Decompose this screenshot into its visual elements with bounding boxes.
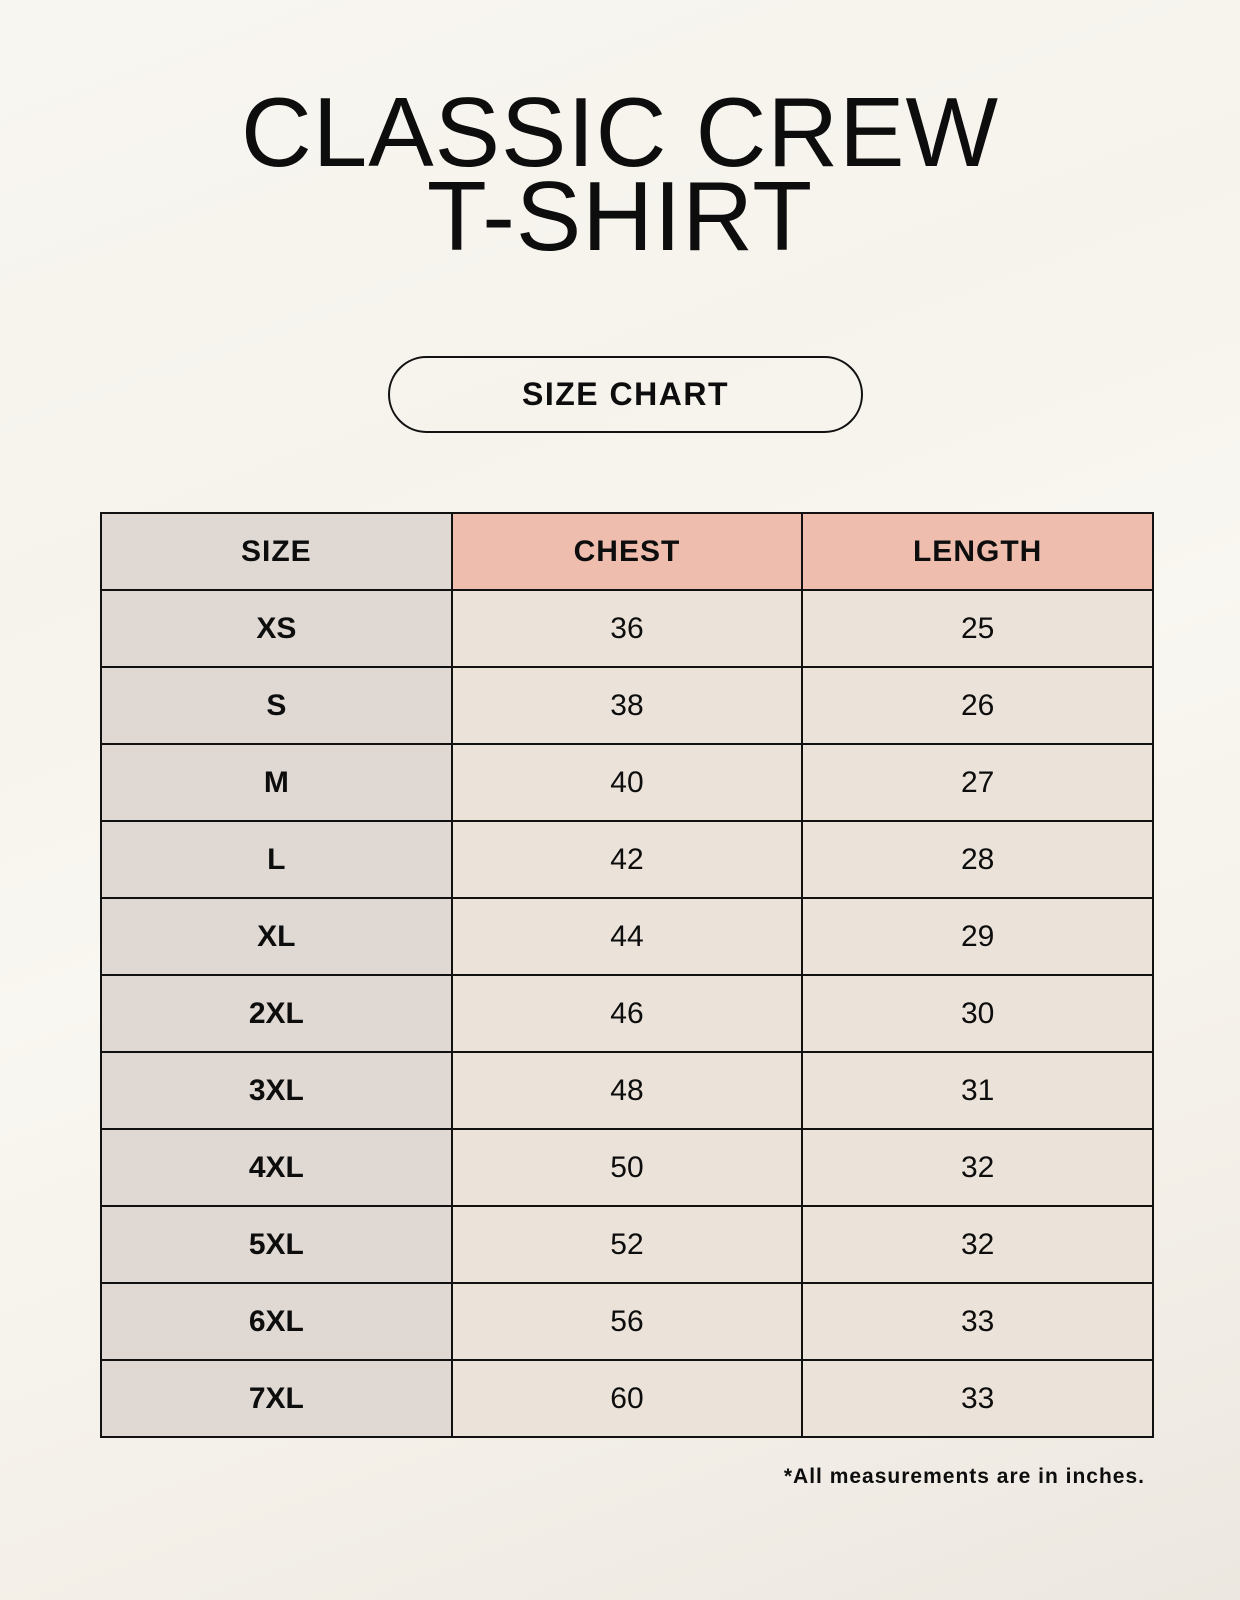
table-row: 3XL 48 31 xyxy=(100,1051,1154,1130)
title-line-2: T-SHIRT xyxy=(426,161,814,271)
cell-size: 6XL xyxy=(100,1282,453,1361)
cell-chest: 60 xyxy=(450,1359,804,1438)
cell-length: 28 xyxy=(801,820,1154,899)
cell-size: 7XL xyxy=(100,1359,453,1438)
cell-chest: 56 xyxy=(450,1282,804,1361)
cell-length: 33 xyxy=(801,1359,1154,1438)
cell-length: 25 xyxy=(801,589,1154,668)
cell-chest: 38 xyxy=(450,666,804,745)
cell-chest: 46 xyxy=(450,974,804,1053)
cell-size: 4XL xyxy=(100,1128,453,1207)
cell-chest: 48 xyxy=(450,1051,804,1130)
cell-size: 2XL xyxy=(100,974,453,1053)
cell-chest: 44 xyxy=(450,897,804,976)
table-row: S 38 26 xyxy=(100,666,1154,745)
cell-chest: 42 xyxy=(450,820,804,899)
cell-size: 5XL xyxy=(100,1205,453,1284)
table-row: 2XL 46 30 xyxy=(100,974,1154,1053)
cell-length: 31 xyxy=(801,1051,1154,1130)
size-table: SIZE CHEST LENGTH XS 36 25 S 38 26 M 40 27 L 42 28 X… xyxy=(100,512,1154,1438)
cell-size: S xyxy=(100,666,453,745)
table-row: 6XL 56 33 xyxy=(100,1282,1154,1361)
cell-length: 33 xyxy=(801,1282,1154,1361)
cell-length: 27 xyxy=(801,743,1154,822)
title-line-1: CLASSIC CREW xyxy=(240,77,999,187)
table-row: XS 36 25 xyxy=(100,589,1154,668)
table-row: 4XL 50 32 xyxy=(100,1128,1154,1207)
page-title: CLASSIC CREW T-SHIRT xyxy=(0,77,1240,271)
cell-chest: 50 xyxy=(450,1128,804,1207)
table-row: L 42 28 xyxy=(100,820,1154,899)
size-chart-badge: SIZE CHART xyxy=(388,356,863,433)
header-size: SIZE xyxy=(100,512,453,591)
cell-size: XL xyxy=(100,897,453,976)
cell-size: M xyxy=(100,743,453,822)
cell-length: 29 xyxy=(801,897,1154,976)
table-header-row: SIZE CHEST LENGTH xyxy=(100,512,1154,591)
table-row: XL 44 29 xyxy=(100,897,1154,976)
header-chest: CHEST xyxy=(450,512,804,591)
cell-size: L xyxy=(100,820,453,899)
cell-chest: 52 xyxy=(450,1205,804,1284)
table-row: 5XL 52 32 xyxy=(100,1205,1154,1284)
cell-length: 26 xyxy=(801,666,1154,745)
cell-chest: 40 xyxy=(450,743,804,822)
cell-size: 3XL xyxy=(100,1051,453,1130)
cell-chest: 36 xyxy=(450,589,804,668)
cell-length: 32 xyxy=(801,1205,1154,1284)
cell-length: 30 xyxy=(801,974,1154,1053)
table-row: M 40 27 xyxy=(100,743,1154,822)
cell-length: 32 xyxy=(801,1128,1154,1207)
footnote: *All measurements are in inches. xyxy=(783,1465,1145,1488)
table-row: 7XL 60 33 xyxy=(100,1359,1154,1438)
cell-size: XS xyxy=(100,589,453,668)
header-length: LENGTH xyxy=(801,512,1154,591)
